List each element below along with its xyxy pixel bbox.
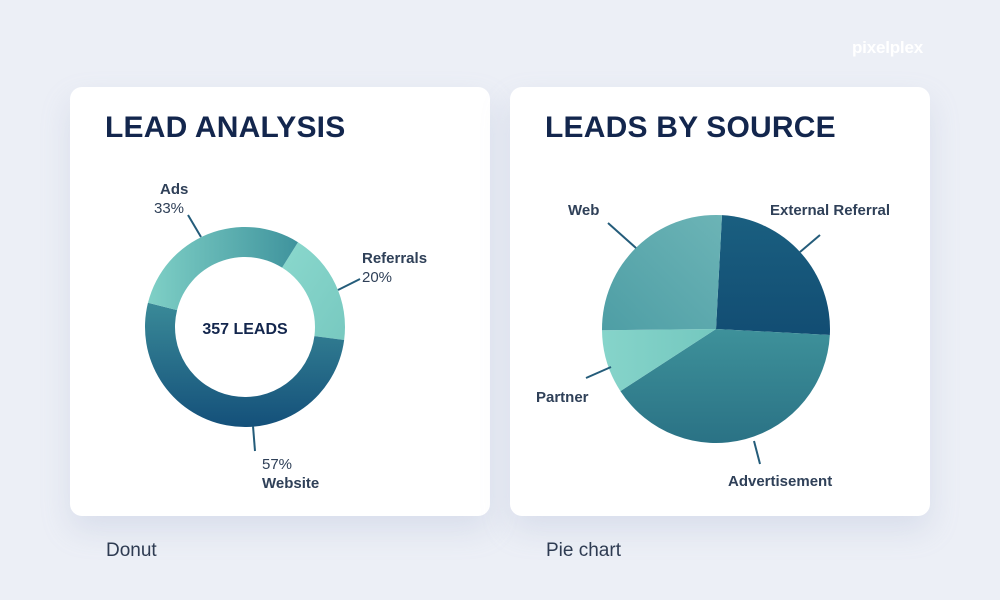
donut-label-website-value: 57% (262, 456, 292, 473)
donut-leader-referrals (337, 278, 361, 291)
pie-slice-advertisement (620, 329, 830, 444)
pie-leader-external-referral (799, 234, 821, 253)
pie-label-advertisement: Advertisement (728, 473, 832, 490)
pie-leader-advertisement (753, 440, 761, 465)
donut-caption: Donut (106, 540, 157, 561)
brand-logo: pixelplex (852, 38, 923, 57)
donut-label-ads-value: 33% (154, 200, 184, 217)
donut-center-label: 357 LEADS (202, 321, 288, 338)
pie-leader-partner (585, 366, 612, 379)
pie-label-external-referral: External Referral (770, 202, 890, 219)
pie-slice-external-referral (716, 215, 830, 335)
donut-chart-card: LEAD ANALYSIS 357 LEADS Ads 33% Referral… (70, 87, 490, 516)
donut-slice-referrals (282, 242, 345, 340)
pie-label-partner: Partner (536, 389, 589, 406)
donut-slice-website (144, 302, 345, 428)
pie-leader-web (607, 222, 637, 249)
pie-chart-card: LEADS BY SOURCE Web External Referral (510, 87, 930, 516)
donut-label-website-name: Website (262, 475, 319, 492)
pie-slice-partner (602, 329, 716, 392)
pie-caption: Pie chart (546, 540, 621, 561)
pie-slice-web (602, 214, 722, 331)
donut-chart: 357 LEADS Ads 33% Referrals 20% 57% Webs… (144, 181, 427, 492)
donut-label-referrals-value: 20% (362, 269, 392, 286)
donut-chart-title: LEAD ANALYSIS (105, 111, 346, 144)
pie-chart-title: LEADS BY SOURCE (545, 111, 836, 144)
pie-label-web: Web (568, 202, 599, 219)
donut-slice-ads (147, 227, 298, 311)
donut-label-referrals-name: Referrals (362, 250, 427, 267)
pie-chart: Web External Referral Partner Advertisem… (536, 202, 890, 490)
donut-leader-ads (187, 214, 202, 238)
donut-leader-website (252, 425, 256, 452)
donut-label-ads-name: Ads (160, 181, 188, 198)
